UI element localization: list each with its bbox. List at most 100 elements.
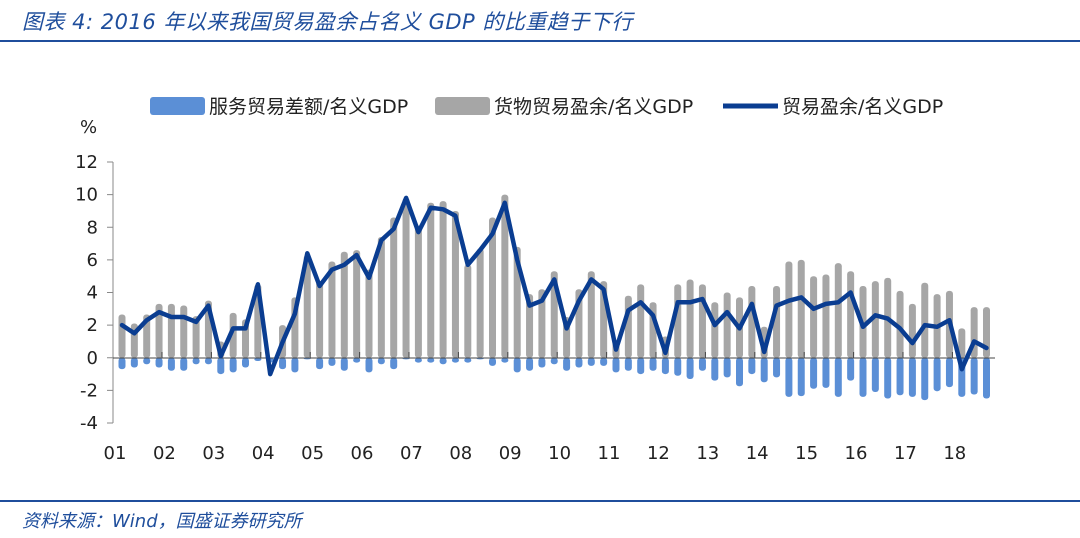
goods-bar — [328, 261, 336, 358]
y-tick-label: 2 — [87, 315, 98, 336]
x-tick-label: 09 — [499, 443, 522, 464]
goods-bar — [834, 263, 842, 358]
services-bar — [328, 357, 336, 366]
services-bar — [847, 357, 855, 381]
services-bar — [365, 357, 373, 373]
services-bar — [451, 357, 459, 363]
goods-bar — [340, 251, 348, 358]
y-axis: 12 10 8 6 4 2 0 -2 -4 — [75, 152, 114, 434]
services-bar — [612, 357, 620, 373]
services-bar — [143, 357, 151, 365]
legend-swatch-services — [150, 97, 205, 115]
goods-bar — [402, 197, 410, 358]
y-tick-label: -4 — [80, 413, 98, 434]
x-tick-label: 17 — [894, 443, 917, 464]
services-bar — [711, 357, 719, 381]
x-tick-label: 18 — [943, 443, 966, 464]
goods-bar — [822, 274, 830, 358]
services-bar — [291, 357, 299, 373]
services-bar — [822, 357, 830, 388]
goods-bar — [489, 217, 496, 358]
services-bar — [340, 357, 348, 371]
goods-bar — [587, 271, 595, 358]
services-bar — [884, 357, 892, 399]
services-bar — [649, 357, 657, 371]
services-bar — [501, 357, 509, 363]
goods-bar — [303, 254, 311, 358]
goods-bar — [624, 295, 632, 358]
services-bar — [513, 357, 521, 373]
goods-bar — [810, 276, 818, 358]
total-trade-surplus-line — [119, 195, 989, 377]
services-bar — [748, 357, 756, 375]
services-bar — [983, 357, 990, 399]
goods-bar — [637, 284, 645, 358]
x-tick-label: 15 — [795, 443, 818, 464]
services-bar — [155, 357, 163, 368]
services-bar — [563, 357, 571, 371]
x-tick-label: 12 — [647, 443, 670, 464]
x-tick-label: 07 — [400, 443, 423, 464]
y-tick-label: -2 — [80, 380, 98, 401]
legend: 服务贸易差额/名义GDP 货物贸易盈余/名义GDP 贸易盈余/名义GDP — [150, 96, 943, 118]
services-bar — [896, 357, 904, 396]
services-bar — [945, 357, 953, 388]
goods-bar — [229, 312, 237, 358]
y-tick-label: 0 — [87, 348, 98, 369]
goods-bar — [143, 314, 151, 358]
goods-bar — [538, 289, 546, 358]
goods-bar — [476, 248, 484, 358]
goods-bar — [501, 194, 509, 358]
legend-label-total: 贸易盈余/名义GDP — [782, 96, 943, 118]
x-axis: 01 02 03 04 05 06 07 08 09 10 11 12 13 14 15 16 17 18 — [104, 352, 995, 464]
x-tick-label: 13 — [696, 443, 719, 464]
y-tick-label: 8 — [87, 217, 98, 238]
goods-bar — [847, 271, 855, 358]
services-bar — [229, 357, 237, 373]
x-tick-label: 04 — [252, 443, 275, 464]
goods-bar — [711, 302, 719, 358]
goods-bar — [526, 294, 534, 358]
title-divider — [0, 40, 1080, 42]
services-bar — [859, 357, 867, 397]
services-bar — [871, 357, 879, 393]
services-bar — [575, 357, 583, 368]
y-axis-unit: % — [80, 117, 97, 138]
services-bar — [587, 357, 595, 366]
services-bar — [353, 357, 361, 363]
goods-bar — [451, 210, 459, 358]
legend-swatch-goods — [435, 97, 490, 115]
x-tick-label: 03 — [202, 443, 225, 464]
goods-bar — [797, 259, 805, 358]
services-bar — [538, 357, 546, 368]
services-bar — [204, 357, 212, 365]
goods-bar — [118, 314, 126, 358]
goods-bar — [167, 303, 175, 358]
services-bar — [674, 357, 682, 376]
services-bar — [908, 357, 916, 397]
goods-bar — [785, 261, 793, 358]
goods-bar — [192, 316, 200, 358]
y-tick-label: 10 — [75, 185, 98, 206]
goods-bar — [686, 279, 694, 358]
bars — [118, 194, 990, 401]
goods-bar — [316, 281, 324, 358]
services-bar — [242, 357, 249, 368]
services-bar — [526, 357, 534, 371]
services-bar — [180, 357, 188, 371]
source-divider — [0, 500, 1080, 502]
services-bar — [637, 357, 645, 375]
services-bar — [439, 357, 447, 365]
services-bar — [834, 357, 842, 397]
goods-bar — [921, 282, 929, 358]
services-bar — [414, 357, 422, 363]
services-bar — [427, 357, 435, 363]
goods-bar — [427, 202, 435, 358]
goods-bar — [464, 264, 472, 358]
services-bar — [390, 357, 398, 370]
services-bar — [377, 357, 385, 365]
goods-bar — [723, 292, 731, 358]
goods-bar — [908, 303, 916, 358]
services-bar — [550, 357, 558, 365]
